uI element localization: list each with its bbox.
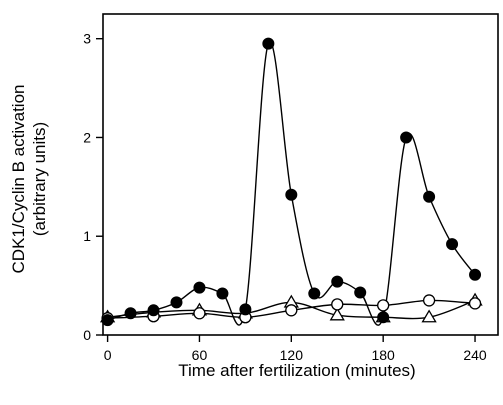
data-point-open-triangle <box>329 307 345 321</box>
y-axis-ticks: 0 1 2 3 <box>83 31 103 343</box>
data-point-filled-circle <box>446 238 459 251</box>
y-axis-title-line-1: CDK1/Cyclin B activation <box>9 85 28 274</box>
data-point-open-triangle <box>421 309 437 323</box>
data-point-filled-circle <box>101 314 114 327</box>
data-point-open-circle <box>377 299 390 312</box>
data-point-filled-circle <box>354 286 367 299</box>
data-point-open-circle <box>468 297 482 310</box>
plot-frame <box>102 13 499 336</box>
y-axis-title-line-2: (arbitrary units) <box>30 122 49 236</box>
data-point-filled-circle <box>170 296 183 309</box>
y-tick-label: 0 <box>83 327 91 343</box>
data-point-open-circle <box>285 304 298 317</box>
y-tick-label: 2 <box>83 129 91 145</box>
data-point-filled-circle <box>400 131 413 144</box>
data-point-filled-circle <box>262 37 275 50</box>
y-axis-title: CDK1/Cyclin B activation (arbitrary unit… <box>9 85 49 274</box>
data-point-filled-circle <box>308 287 321 300</box>
data-point-open-circle <box>331 298 344 311</box>
x-tick-label: 0 <box>104 347 112 363</box>
data-point-filled-circle <box>216 287 229 300</box>
y-tick-label: 3 <box>83 31 91 47</box>
data-point-open-circle <box>193 307 206 320</box>
x-tick-label: 240 <box>463 347 487 363</box>
x-tick-label: 120 <box>280 347 304 363</box>
series-layer <box>99 37 483 327</box>
y-tick-label: 1 <box>83 228 91 244</box>
data-point-filled-circle <box>239 303 252 316</box>
x-axis-title: Time after fertilization (minutes) <box>178 361 415 380</box>
data-point-filled-circle <box>331 275 344 288</box>
x-tick-label: 180 <box>371 347 395 363</box>
x-axis-ticks: 0 60 120 180 240 <box>104 335 487 363</box>
data-point-filled-circle <box>193 281 206 294</box>
data-point-filled-circle <box>124 307 137 320</box>
data-point-filled-circle <box>469 268 482 281</box>
data-point-filled-circle <box>377 311 390 324</box>
data-point-filled-circle <box>147 304 160 317</box>
data-point-filled-circle <box>423 190 436 203</box>
plot-border <box>102 13 499 336</box>
data-point-open-circle <box>422 294 436 307</box>
series-line-filled-circle <box>107 41 476 326</box>
data-point-filled-circle <box>285 188 298 201</box>
x-tick-label: 60 <box>192 347 208 363</box>
